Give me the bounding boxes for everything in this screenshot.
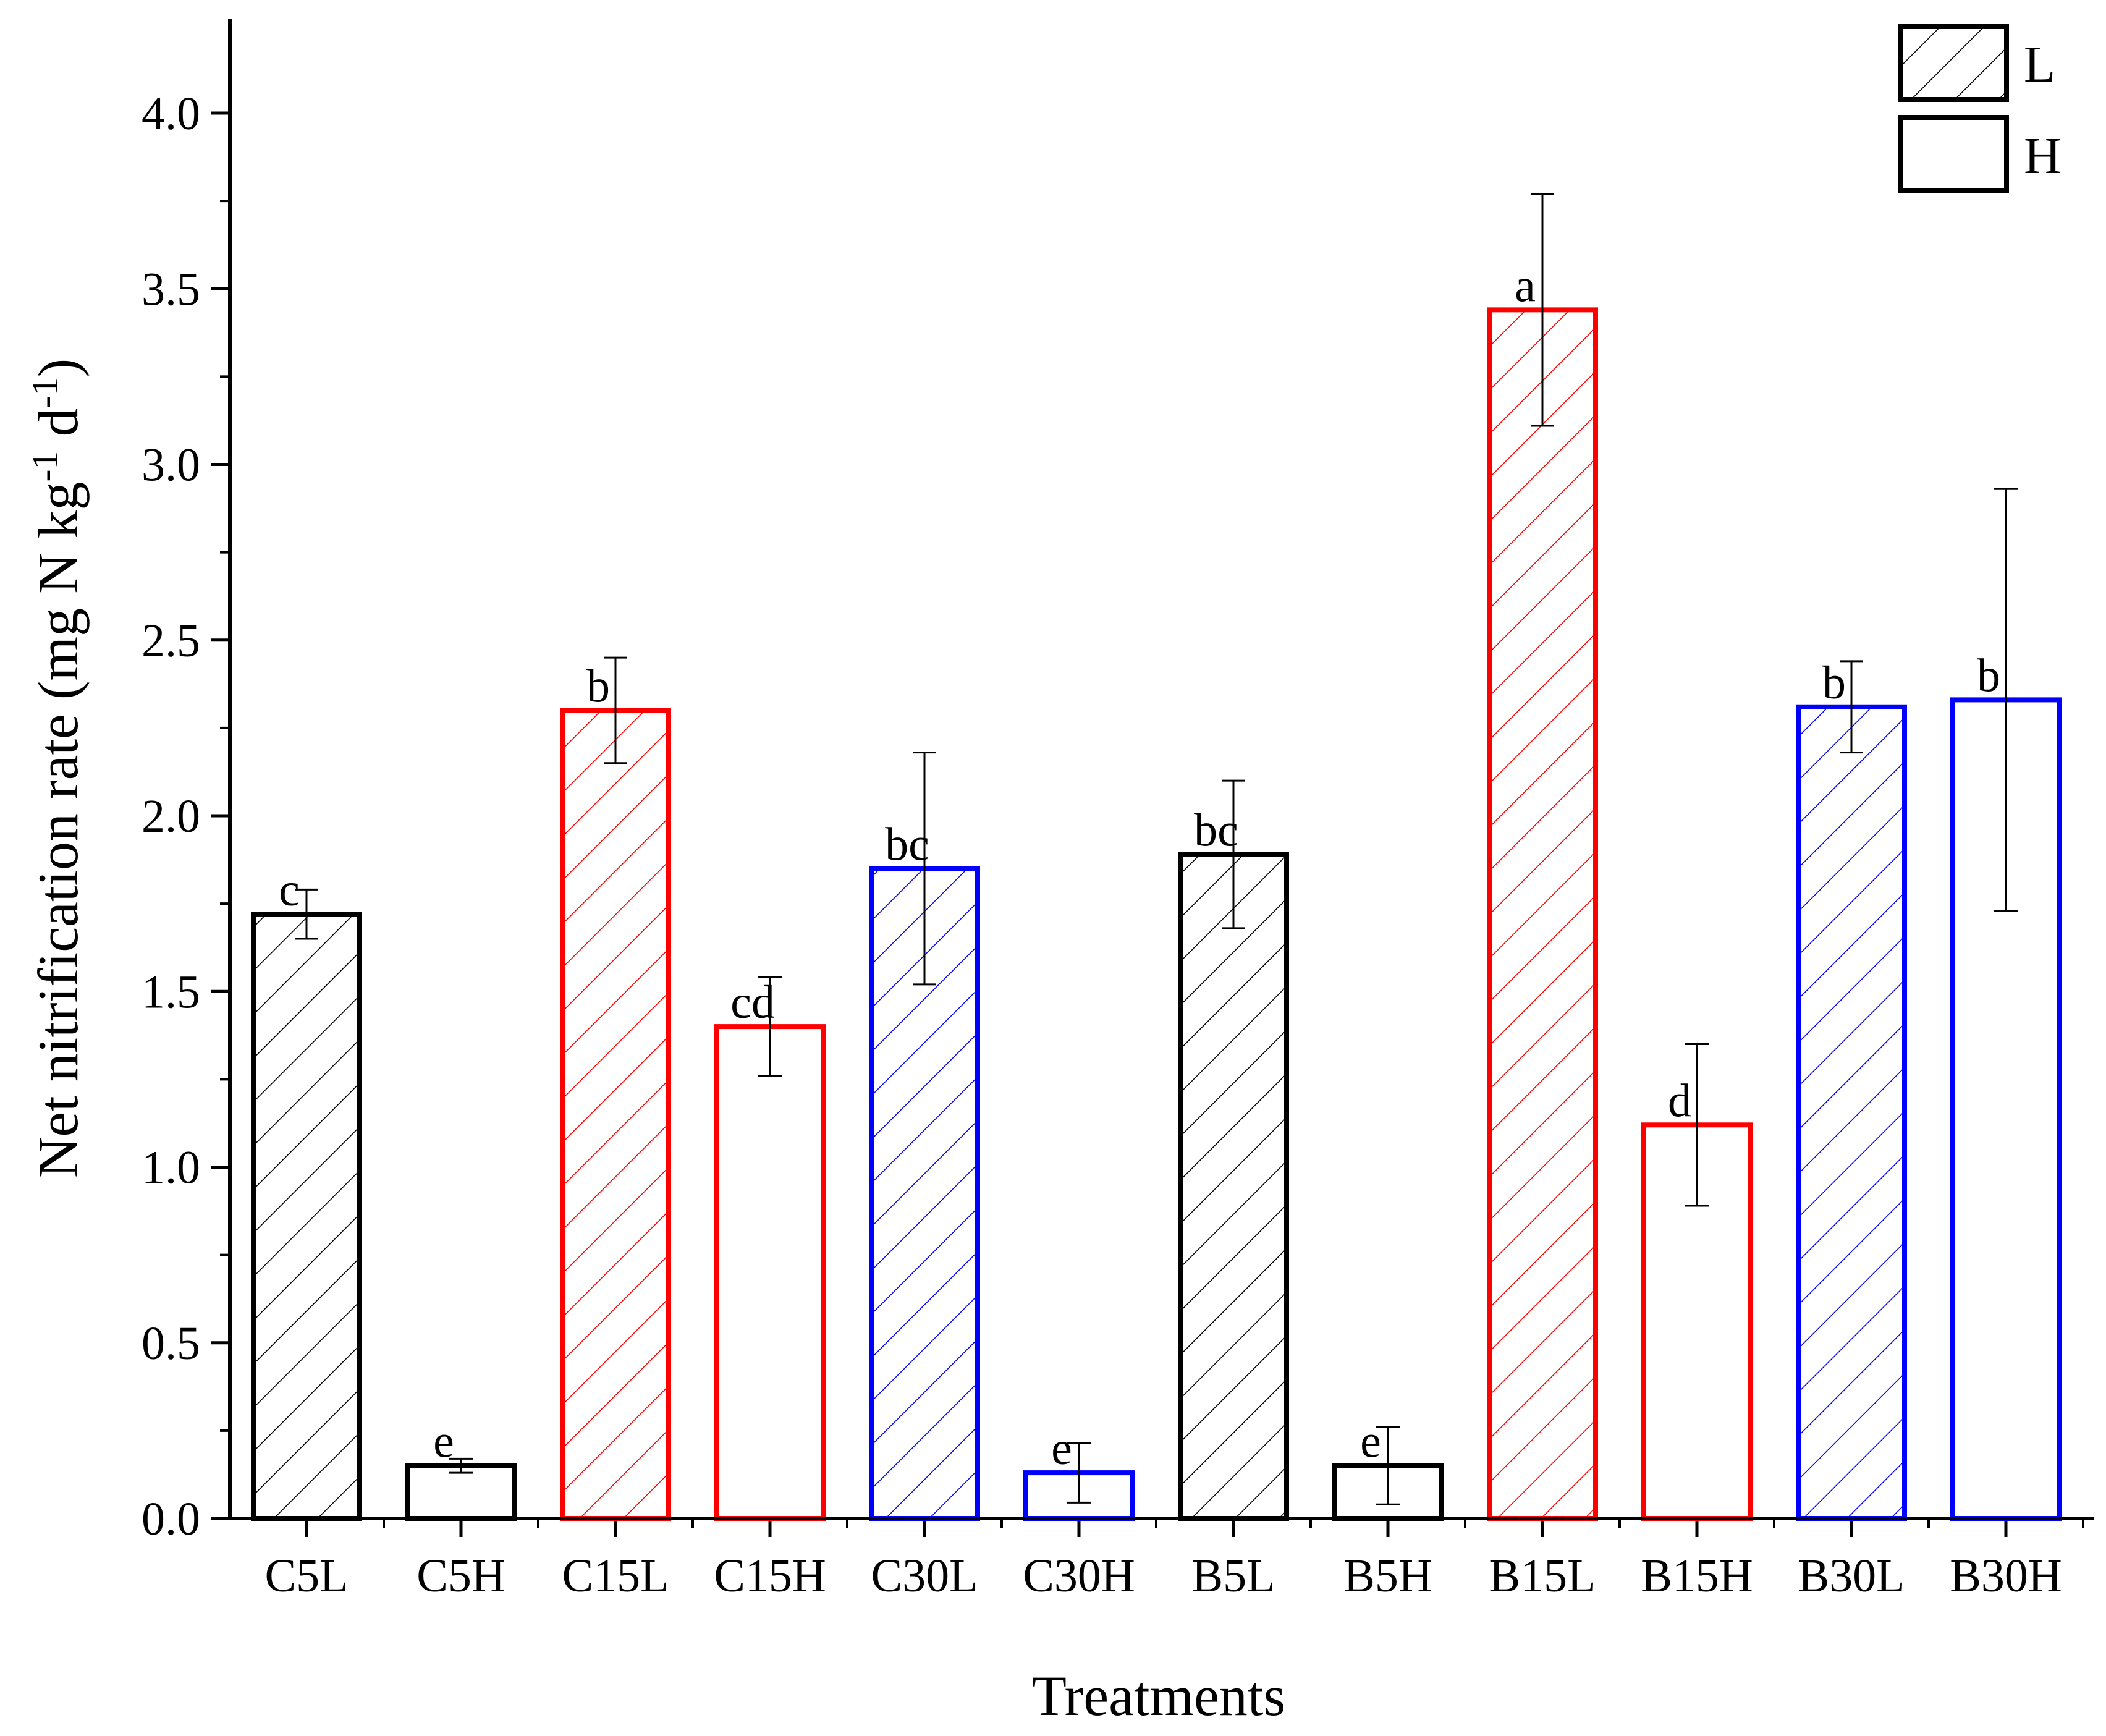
- y-axis-title-end: ): [27, 358, 90, 378]
- y-axis-title: Net nitrification rate (mg N kg-1 d-1): [25, 358, 90, 1178]
- x-tick-label: C5L: [264, 1550, 348, 1602]
- y-tick-label: 3.5: [142, 263, 200, 315]
- legend-swatch-h: [1898, 115, 2009, 193]
- bars: [251, 307, 2062, 1522]
- y-axis-title-main: Net nitrification rate (mg N kg: [27, 481, 90, 1178]
- x-tick-label: C15H: [714, 1550, 826, 1602]
- x-tick-label: B5H: [1343, 1550, 1432, 1602]
- legend-label-l: L: [2024, 36, 2055, 93]
- x-tick-label: C30H: [1023, 1550, 1135, 1602]
- significance-letter: d: [1668, 1075, 1691, 1127]
- y-tick-label: 1.5: [142, 966, 200, 1018]
- y-axis-title-sup2: -1: [25, 378, 66, 409]
- significance-letter: e: [1360, 1416, 1381, 1468]
- significance-letter: b: [586, 660, 610, 712]
- significance-letter: b: [1822, 657, 1846, 709]
- x-tick-label: C15L: [562, 1550, 669, 1602]
- significance-letter: a: [1515, 260, 1536, 311]
- x-tick-label: C30L: [871, 1550, 978, 1602]
- y-tick-label: 2.5: [142, 615, 200, 667]
- x-tick-label: B15L: [1489, 1550, 1596, 1602]
- significance-letter: b: [1977, 650, 2000, 701]
- error-bars: [295, 193, 2018, 1505]
- significance-letter: bc: [885, 818, 929, 870]
- legend-swatch-l: [1898, 24, 2009, 102]
- bar-c5l: [251, 912, 362, 1522]
- legend: L H: [1898, 24, 2062, 193]
- y-tick-label: 3.0: [142, 439, 200, 491]
- x-tick-label: B30L: [1798, 1550, 1905, 1602]
- significance-letter: cd: [730, 976, 775, 1028]
- y-axis-title-mid: d: [27, 409, 90, 451]
- bar-c15h: [714, 1024, 826, 1521]
- y-tick-label: 0.5: [142, 1318, 200, 1370]
- x-axis-title: Treatments: [1032, 1664, 1286, 1727]
- significance-letters: c e b cd bc e bc e a d b b: [279, 260, 2000, 1475]
- x-tick-label: C5H: [417, 1550, 505, 1602]
- y-axis-ticks: 0.0 0.5 1.0 1.5 2.0 2.5 3.0 3.5 4.0: [142, 88, 230, 1545]
- y-tick-label: 2.0: [142, 790, 200, 842]
- bar-b15l: [1487, 307, 1598, 1521]
- y-tick-label: 4.0: [142, 88, 200, 140]
- significance-letter: e: [433, 1416, 454, 1468]
- significance-letter: bc: [1194, 805, 1238, 857]
- y-tick-label: 1.0: [142, 1142, 200, 1194]
- legend-label-h: H: [2024, 127, 2062, 185]
- x-tick-label: B15H: [1641, 1550, 1753, 1602]
- significance-letter: c: [279, 864, 300, 916]
- x-tick-label: B5L: [1191, 1550, 1275, 1602]
- bar-b5l: [1178, 852, 1289, 1521]
- x-axis-ticks: C5L C5H C15L C15H C30L C30H B5L B5H B15L B15H B30L…: [264, 1518, 2084, 1602]
- y-axis-title-sup1: -1: [25, 451, 66, 482]
- significance-letter: e: [1051, 1423, 1072, 1475]
- y-tick-label: 0.0: [142, 1493, 200, 1545]
- bar-c15l: [560, 708, 671, 1521]
- x-tick-label: B30H: [1950, 1550, 2062, 1602]
- bar-b30l: [1796, 704, 1907, 1521]
